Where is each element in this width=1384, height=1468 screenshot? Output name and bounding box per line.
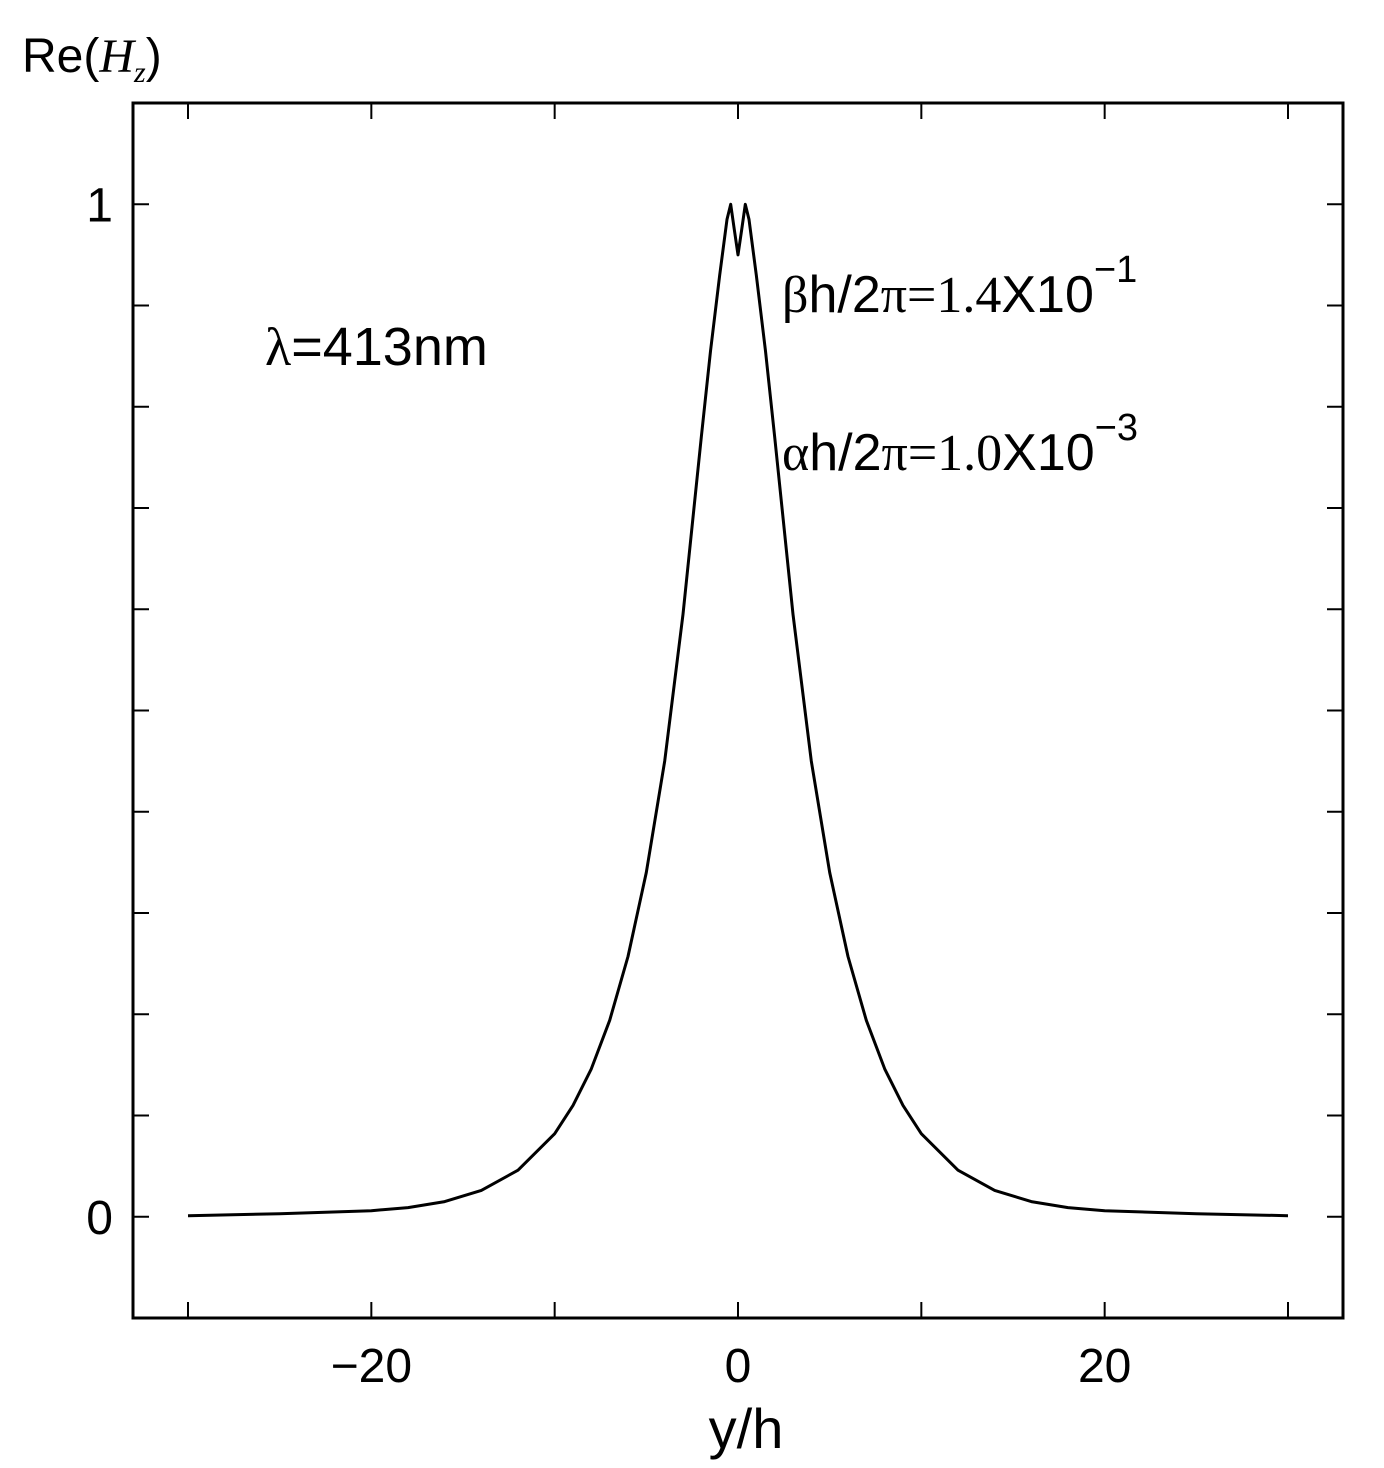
series-line-hz [187, 202, 1289, 1218]
annotation-beta: βh/2π=1.4X10−1 [782, 249, 1137, 324]
annotation-wavelength: λ=413nm [265, 317, 488, 377]
tick-labels: −20 0 20 0 1 [86, 179, 1131, 1393]
x-tick-label-1: 0 [725, 1340, 752, 1393]
y-tick-label-0: 0 [86, 1192, 113, 1245]
tick-marks [133, 103, 1343, 1318]
x-tick-label-0: −20 [331, 1340, 412, 1393]
y-tick-label-1: 1 [86, 179, 113, 232]
x-tick-label-2: 20 [1078, 1340, 1131, 1393]
annotation-alpha: αh/2π=1.0X10−3 [782, 407, 1138, 482]
y-axis-label: Re(Hz) [22, 30, 162, 89]
plot-frame [131, 101, 1345, 1320]
x-axis-label: y/h [709, 1397, 784, 1460]
